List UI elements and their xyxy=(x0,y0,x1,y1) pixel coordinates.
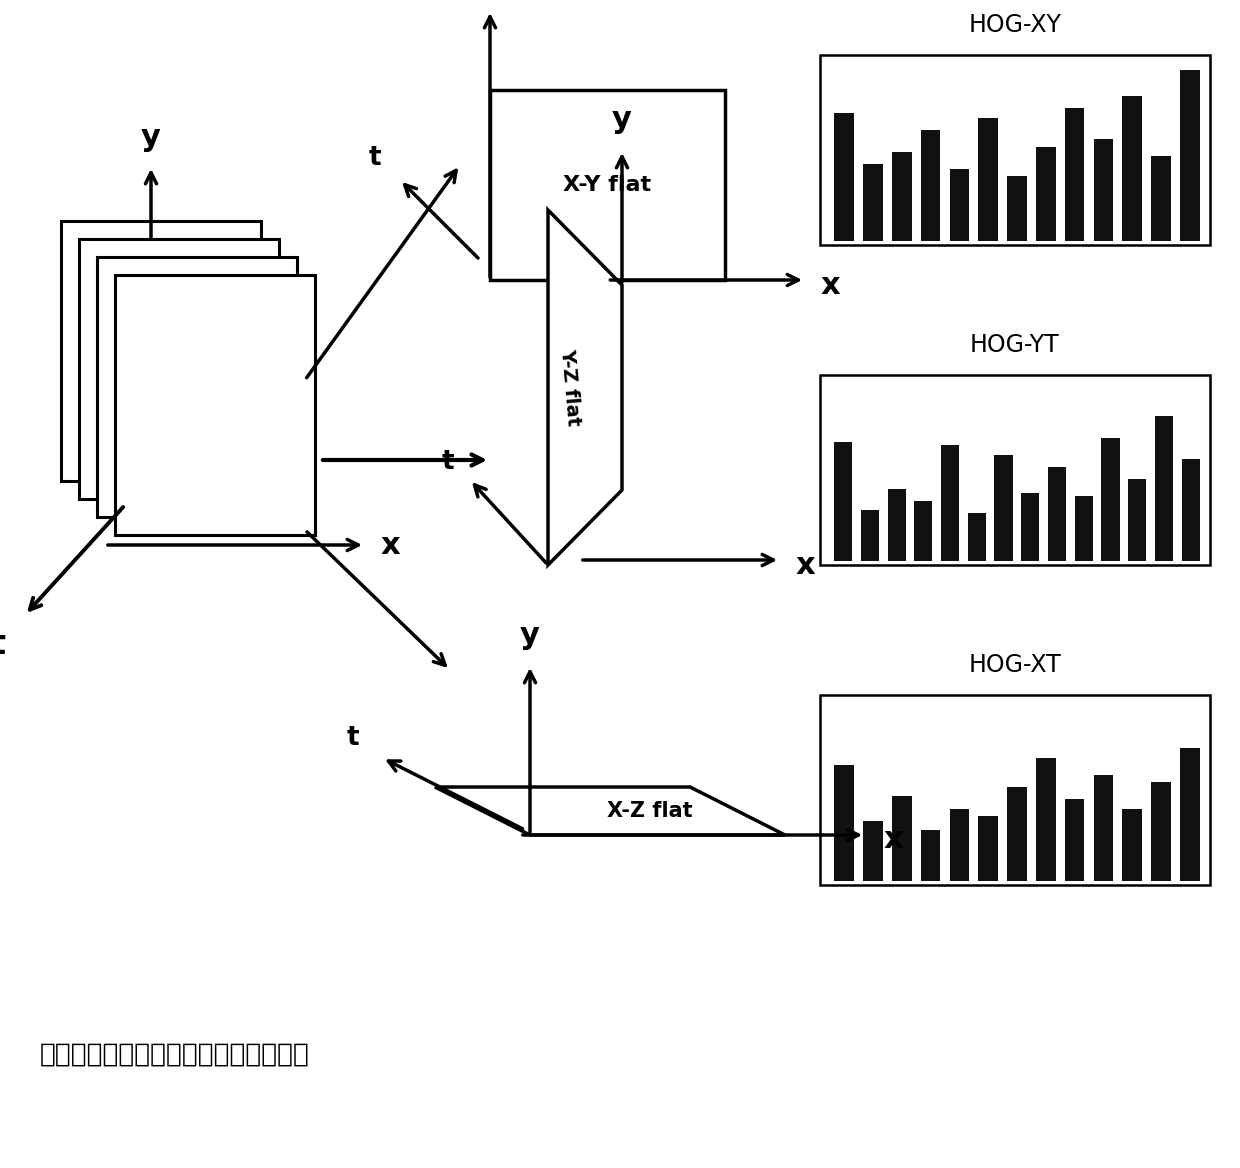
Polygon shape xyxy=(435,787,785,835)
Bar xyxy=(1122,809,1142,881)
Text: y: y xyxy=(520,620,539,649)
Bar xyxy=(1048,467,1066,561)
Text: 连接三个平面的特征作为一个整体特征: 连接三个平面的特征作为一个整体特征 xyxy=(40,1042,310,1068)
Bar xyxy=(1101,438,1120,561)
Text: HOG-XY: HOG-XY xyxy=(968,13,1061,37)
Text: t: t xyxy=(346,725,358,751)
Bar xyxy=(1180,748,1199,881)
Bar xyxy=(892,795,911,881)
Bar xyxy=(1151,155,1171,242)
Bar xyxy=(820,55,1210,245)
Bar xyxy=(978,118,998,242)
Bar xyxy=(892,152,911,242)
Bar xyxy=(835,765,854,881)
Bar xyxy=(1035,147,1055,242)
Bar xyxy=(97,257,298,517)
Text: y: y xyxy=(141,124,161,153)
Bar xyxy=(978,816,998,881)
Bar xyxy=(921,830,940,881)
Text: t: t xyxy=(441,449,454,475)
Bar xyxy=(820,375,1210,565)
Bar xyxy=(115,274,315,535)
Bar xyxy=(1182,459,1200,561)
Text: HOG-YT: HOG-YT xyxy=(970,333,1060,357)
Bar xyxy=(914,501,932,561)
Text: HOG-XT: HOG-XT xyxy=(968,653,1061,677)
Bar xyxy=(1075,496,1092,561)
Bar xyxy=(950,809,970,881)
Bar xyxy=(861,510,879,561)
Bar xyxy=(1065,799,1084,881)
Bar xyxy=(1122,96,1142,242)
Bar xyxy=(994,456,1013,561)
Bar xyxy=(490,90,725,280)
Bar xyxy=(61,221,260,481)
Text: x: x xyxy=(381,530,399,559)
Bar xyxy=(967,513,986,561)
Bar xyxy=(1180,70,1199,242)
Bar xyxy=(1094,139,1114,242)
Text: X-Z flat: X-Z flat xyxy=(608,801,693,821)
Text: x: x xyxy=(883,826,903,855)
Bar xyxy=(1094,776,1114,881)
Bar xyxy=(921,130,940,242)
Bar xyxy=(1065,107,1084,242)
Bar xyxy=(863,165,883,242)
Bar xyxy=(1007,787,1027,881)
Bar xyxy=(950,169,970,242)
Bar xyxy=(79,239,279,499)
Bar xyxy=(863,821,883,881)
Text: t: t xyxy=(0,628,5,661)
Bar xyxy=(1035,758,1055,881)
Text: Y-Z flat: Y-Z flat xyxy=(557,348,583,427)
Text: x: x xyxy=(820,271,839,299)
Bar xyxy=(835,113,854,242)
Bar xyxy=(820,695,1210,885)
Bar xyxy=(1154,416,1173,561)
Bar xyxy=(941,445,960,561)
Bar xyxy=(888,489,905,561)
Text: t: t xyxy=(368,145,382,171)
Polygon shape xyxy=(548,210,622,565)
Bar xyxy=(1022,493,1039,561)
Bar xyxy=(1151,783,1171,881)
Text: x: x xyxy=(795,550,815,579)
Bar xyxy=(835,442,852,561)
Bar xyxy=(1128,479,1147,561)
Text: y: y xyxy=(613,105,632,134)
Bar xyxy=(1007,176,1027,242)
Text: X-Y flat: X-Y flat xyxy=(563,175,651,195)
